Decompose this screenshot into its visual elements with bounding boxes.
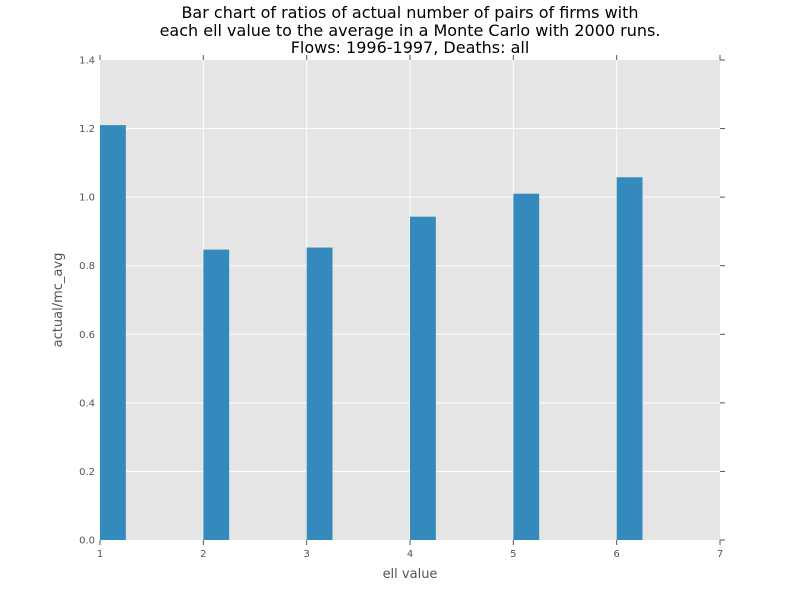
chart-title: Bar chart of ratios of actual number of … — [160, 3, 661, 57]
bar-ell-2 — [203, 249, 230, 540]
y-tick-label: 1.0 — [79, 193, 95, 204]
chart-title-line-2: each ell value to the average in a Monte… — [160, 21, 661, 40]
y-axis-label: actual/mc_avg — [51, 253, 66, 348]
bar-ell-6 — [616, 177, 643, 540]
x-tick-label: 5 — [510, 549, 516, 560]
x-tick-label: 4 — [407, 549, 413, 560]
bar-ell-5 — [513, 193, 540, 540]
bar-ell-1 — [100, 125, 126, 541]
tick-marks — [99, 55, 725, 545]
bar-ell-3 — [306, 247, 333, 541]
x-tick-label: 6 — [613, 549, 619, 560]
y-tick-labels: 0.0 0.2 0.4 0.6 0.8 1.0 1.2 1.4 — [79, 56, 95, 547]
y-tick-label: 0.2 — [79, 467, 95, 478]
y-tick-label: 0.4 — [79, 398, 95, 409]
x-tick-label: 3 — [303, 549, 309, 560]
bars — [100, 125, 643, 541]
x-tick-label: 2 — [200, 549, 206, 560]
y-tick-label: 0.8 — [79, 261, 95, 272]
chart-title-line-3: Flows: 1996-1997, Deaths: all — [291, 38, 530, 57]
y-tick-label: 1.2 — [79, 124, 95, 135]
bar-ell-4 — [410, 216, 436, 540]
x-axis-label: ell value — [383, 567, 438, 582]
x-tick-label: 7 — [717, 549, 723, 560]
chart-title-line-1: Bar chart of ratios of actual number of … — [181, 3, 638, 22]
x-tick-labels: 1 2 3 4 5 6 7 — [97, 549, 723, 560]
y-tick-label: 1.4 — [79, 56, 95, 67]
y-tick-label: 0.6 — [79, 330, 95, 341]
y-tick-label: 0.0 — [79, 536, 95, 547]
x-tick-label: 1 — [97, 549, 103, 560]
